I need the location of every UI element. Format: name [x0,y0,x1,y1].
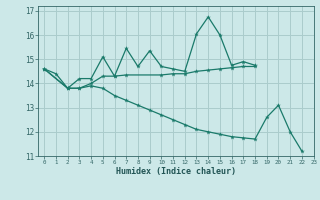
X-axis label: Humidex (Indice chaleur): Humidex (Indice chaleur) [116,167,236,176]
